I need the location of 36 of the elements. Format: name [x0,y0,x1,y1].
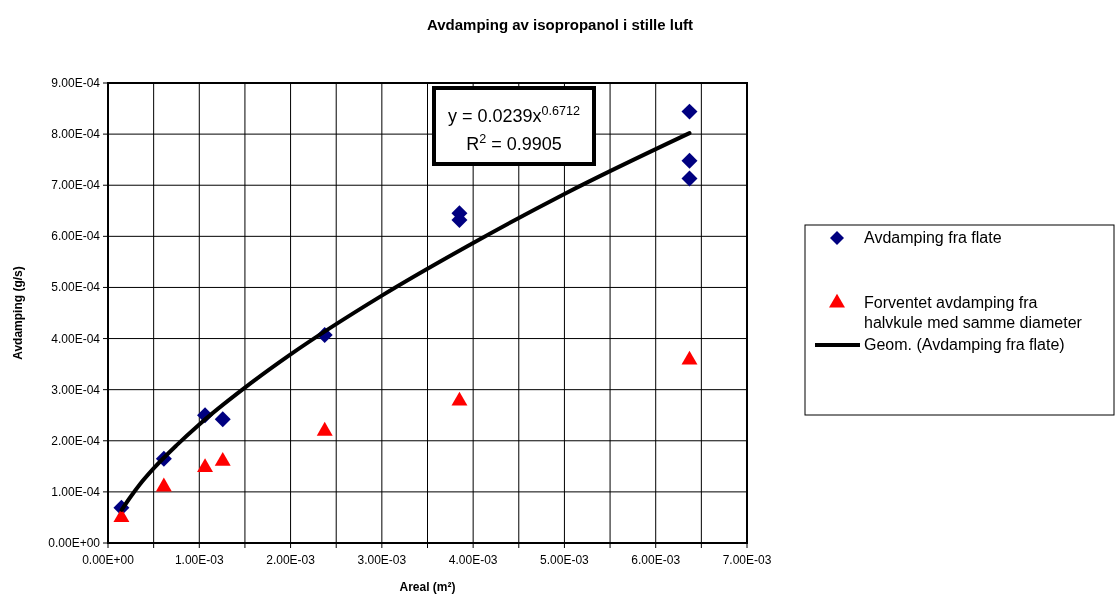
y-tick-label: 0.00E+00 [48,536,101,550]
x-tick-label: 6.00E-03 [631,553,681,567]
y-tick-label: 4.00E-04 [51,331,101,346]
x-tick-label: 0.00E+00 [82,553,135,567]
y-axis-title: Avdamping (g/s) [11,266,25,360]
x-tick-label: 4.00E-03 [448,553,498,567]
y-tick-label: 5.00E-04 [51,280,101,295]
legend-label: Avdamping fra flate [864,229,1002,246]
y-tick-label: 3.00E-04 [51,382,101,397]
legend-label: Forventet avdamping fra halvkule med samme diameter [864,294,1083,331]
x-tick-label: 5.00E-03 [540,553,590,567]
point [681,152,698,169]
annotation: R$^{2}$ = 0.9905 [466,132,562,154]
x-tick-label: 7.00E-03 [722,553,772,567]
x-axis-title: Areal (m²) [399,580,456,594]
point [681,103,698,120]
y-tick-label: 1.00E-04 [51,484,101,499]
y-tick-label: 2.00E-04 [51,433,101,448]
annotation: y = 0.0239x$^{0.6712}$ [447,104,581,126]
point [155,477,172,492]
y-tick-label: 9.00E-04 [51,76,101,90]
point [197,458,214,472]
chart-title: Avdamping av isopropanol i stille luft [426,16,694,33]
y-tick-label: 6.00E-04 [51,229,101,244]
point [681,350,698,365]
x-tick-label: 2.00E-03 [266,553,316,567]
x-tick-label: 1.00E-03 [174,553,224,567]
x-tick-label: 3.00E-03 [357,553,407,567]
point [451,391,468,406]
point [681,170,698,187]
y-tick-label: 7.00E-04 [51,178,101,193]
point [214,452,231,466]
legend-label: Geom. (Avdamping fra flate) [864,336,1065,353]
y-tick-label: 8.00E-04 [51,127,101,142]
point [214,411,231,428]
point [316,421,333,436]
